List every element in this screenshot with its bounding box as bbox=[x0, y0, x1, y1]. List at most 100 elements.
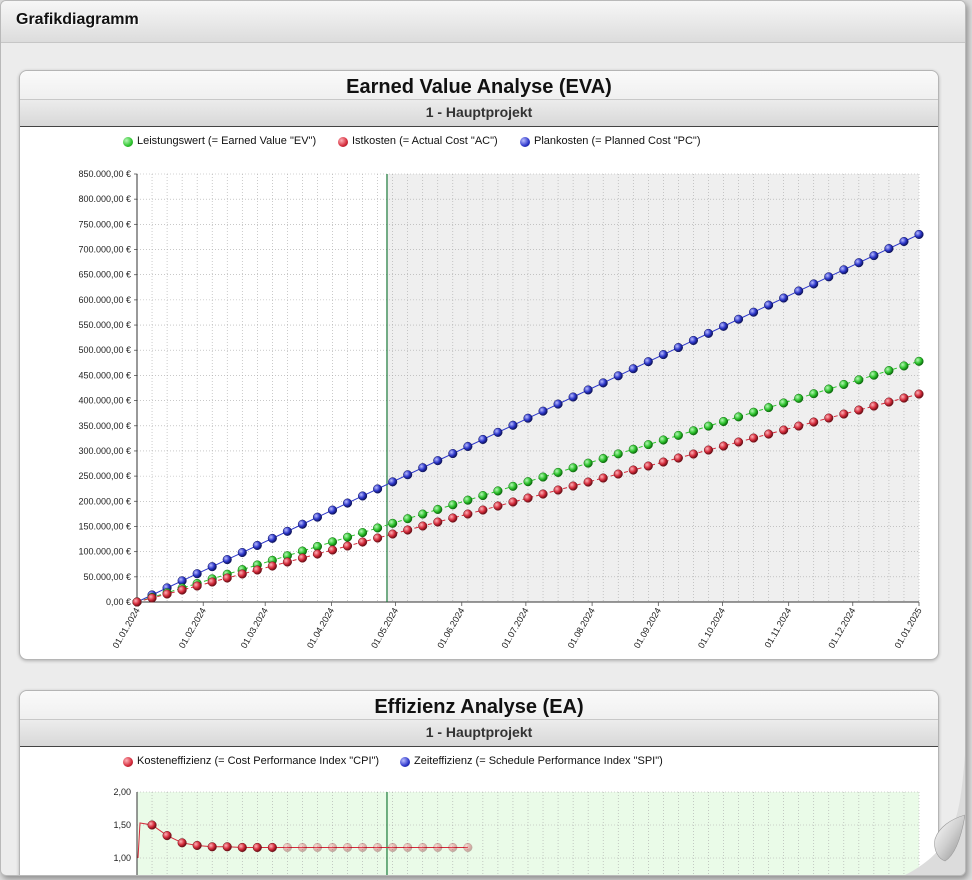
data-point-pc bbox=[553, 399, 563, 409]
data-point-cpi bbox=[463, 842, 473, 852]
data-point-pc bbox=[899, 236, 909, 247]
data-point-ev bbox=[869, 370, 879, 380]
x-tick-label: 01.04.2024 bbox=[305, 606, 336, 650]
data-point-ev bbox=[643, 440, 653, 450]
data-point-pc bbox=[358, 491, 368, 501]
y-tick-label: 50.000,00 € bbox=[83, 572, 131, 582]
data-point-ac bbox=[237, 569, 247, 579]
eva-legend: Leistungswert (= Earned Value "EV") Istk… bbox=[20, 135, 938, 151]
data-point-ac bbox=[463, 509, 473, 519]
ea-y-tick-label: 2,00 bbox=[113, 787, 131, 797]
data-point-ac bbox=[448, 513, 458, 523]
data-point-ac bbox=[478, 505, 488, 515]
data-point-pc bbox=[628, 364, 638, 374]
data-point-ac bbox=[418, 521, 428, 531]
legend-label-ac: Istkosten (= Actual Cost "AC") bbox=[352, 135, 498, 147]
data-point-cpi bbox=[282, 842, 292, 852]
data-point-ac bbox=[297, 553, 307, 563]
data-point-pc bbox=[703, 328, 714, 338]
data-point-ac bbox=[628, 465, 638, 475]
ea-legend: Kosteneffizienz (= Cost Performance Inde… bbox=[20, 755, 938, 771]
data-point-ev bbox=[598, 453, 608, 464]
data-point-cpi bbox=[177, 838, 187, 848]
data-point-ev bbox=[553, 467, 563, 477]
data-point-ac bbox=[794, 421, 804, 431]
legend-dot-red-icon bbox=[123, 757, 133, 767]
legend-label-ev: Leistungswert (= Earned Value "EV") bbox=[137, 135, 317, 147]
data-point-ac bbox=[132, 597, 142, 607]
data-point-ev bbox=[448, 500, 458, 510]
data-point-pc bbox=[388, 477, 398, 487]
data-point-pc bbox=[673, 342, 683, 353]
data-point-ev bbox=[794, 393, 804, 403]
data-point-ac bbox=[538, 489, 548, 499]
data-point-ev bbox=[463, 495, 473, 505]
data-point-pc bbox=[508, 420, 518, 430]
data-point-ac bbox=[523, 493, 533, 503]
data-point-ev bbox=[703, 421, 714, 431]
eva-subtitle: 1 - Hauptprojekt bbox=[425, 104, 533, 120]
y-tick-label: 200.000,00 € bbox=[78, 496, 131, 506]
data-point-pc bbox=[643, 357, 653, 367]
data-point-ev bbox=[613, 449, 623, 459]
data-point-cpi bbox=[418, 842, 428, 852]
data-point-ac bbox=[327, 545, 338, 555]
data-point-cpi bbox=[312, 842, 323, 852]
data-point-ac bbox=[177, 585, 187, 595]
data-point-cpi bbox=[237, 842, 247, 852]
data-point-pc bbox=[282, 526, 292, 536]
data-point-ac bbox=[824, 413, 834, 423]
data-point-pc bbox=[914, 229, 924, 239]
data-point-pc bbox=[824, 272, 834, 282]
x-tick-label: 01.01.2024 bbox=[111, 606, 142, 650]
data-point-ac bbox=[147, 593, 157, 603]
eva-panel: Earned Value Analyse (EVA) 1 - Hauptproj… bbox=[19, 70, 939, 660]
ea-y-tick-label: 1,50 bbox=[113, 820, 131, 830]
data-point-cpi bbox=[207, 842, 217, 852]
y-tick-label: 750.000,00 € bbox=[78, 219, 131, 229]
y-tick-label: 600.000,00 € bbox=[78, 295, 131, 305]
data-point-ev bbox=[523, 477, 533, 487]
y-tick-label: 700.000,00 € bbox=[78, 245, 131, 255]
data-point-pc bbox=[598, 378, 608, 388]
data-point-ac bbox=[703, 445, 714, 455]
data-point-ev bbox=[568, 463, 578, 473]
data-point-cpi bbox=[297, 842, 307, 852]
x-tick-label: 01.11.2024 bbox=[763, 606, 794, 649]
data-point-pc bbox=[884, 244, 894, 254]
series-line-ac bbox=[136, 393, 920, 603]
data-point-pc bbox=[433, 456, 443, 466]
data-point-ac bbox=[192, 581, 202, 591]
data-point-pc bbox=[342, 498, 353, 508]
data-point-ev bbox=[327, 537, 338, 547]
data-point-pc bbox=[493, 427, 503, 437]
y-tick-label: 0,00 € bbox=[106, 597, 131, 607]
data-point-pc bbox=[809, 279, 819, 289]
x-tick-label: 01.02.2024 bbox=[177, 606, 208, 650]
x-tick-label: 01.09.2024 bbox=[632, 606, 663, 650]
legend-dot-green-icon bbox=[123, 137, 133, 147]
data-point-ac bbox=[899, 393, 909, 403]
data-point-pc bbox=[538, 406, 548, 416]
data-point-ev bbox=[358, 528, 368, 538]
data-point-pc bbox=[718, 321, 729, 331]
x-tick-label: 01.05.2024 bbox=[369, 606, 400, 650]
data-point-pc bbox=[373, 484, 383, 494]
data-point-cpi bbox=[267, 842, 277, 852]
data-point-ev bbox=[433, 504, 443, 514]
data-point-pc bbox=[267, 533, 277, 543]
data-point-ac bbox=[252, 565, 262, 575]
data-point-ac bbox=[733, 437, 744, 447]
eva-header: Earned Value Analyse (EVA) 1 - Hauptproj… bbox=[20, 71, 938, 127]
x-tick-label: 01.10.2024 bbox=[696, 606, 727, 650]
y-tick-label: 400.000,00 € bbox=[78, 396, 131, 406]
data-point-ev bbox=[749, 407, 759, 417]
page-curl-icon[interactable] bbox=[905, 755, 965, 875]
y-tick-label: 650.000,00 € bbox=[78, 270, 131, 280]
data-point-ac bbox=[764, 429, 774, 439]
y-tick-label: 150.000,00 € bbox=[78, 521, 131, 531]
data-point-ac bbox=[839, 409, 849, 419]
data-point-ev bbox=[839, 379, 849, 390]
data-point-cpi bbox=[388, 842, 398, 852]
